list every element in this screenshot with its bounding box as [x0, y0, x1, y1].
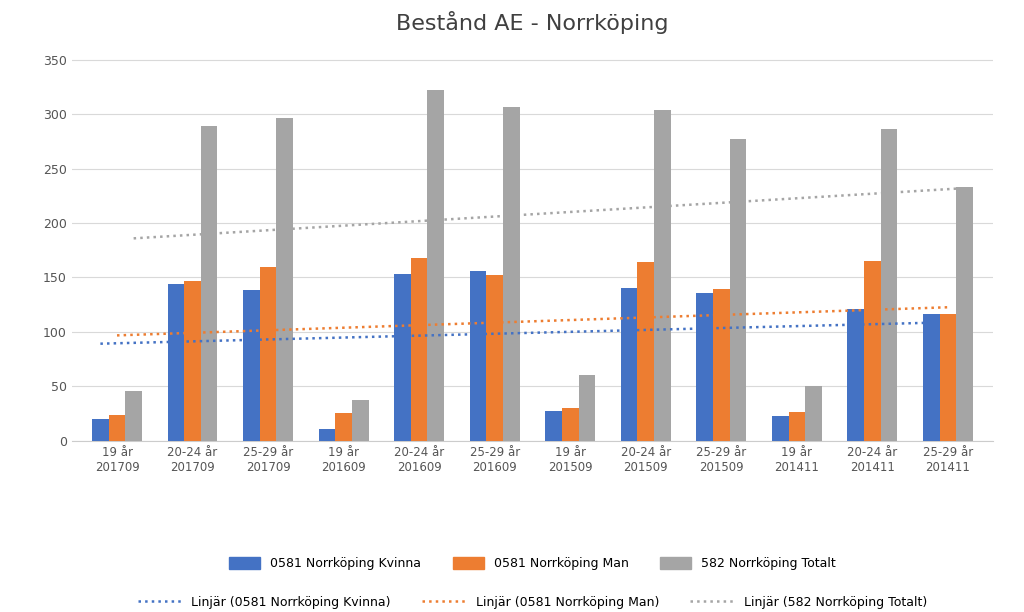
Bar — [318, 428, 335, 441]
Bar — [654, 110, 671, 441]
Bar — [201, 126, 217, 441]
Legend: Linjär (0581 Norrköping Kvinna), Linjär (0581 Norrköping Man), Linjär (582 Norrk: Linjär (0581 Norrköping Kvinna), Linjär … — [137, 595, 928, 609]
Bar — [923, 315, 940, 441]
Bar — [427, 91, 444, 441]
Bar — [546, 411, 562, 441]
Bar — [696, 293, 713, 441]
Bar — [335, 414, 352, 441]
Bar — [864, 261, 881, 441]
Bar — [243, 291, 260, 441]
Bar — [168, 284, 184, 441]
Bar — [276, 118, 293, 441]
Bar — [805, 386, 822, 441]
Title: Bestånd AE - Norrköping: Bestånd AE - Norrköping — [396, 10, 669, 34]
Bar — [125, 390, 142, 441]
Bar — [486, 275, 503, 441]
Bar — [638, 262, 654, 441]
Bar — [579, 375, 595, 441]
Bar — [713, 289, 730, 441]
Bar — [352, 400, 369, 441]
Bar — [411, 258, 427, 441]
Bar — [730, 140, 746, 441]
Bar — [92, 419, 109, 441]
Bar — [470, 271, 486, 441]
Bar — [109, 414, 125, 441]
Bar — [562, 408, 579, 441]
Bar — [881, 130, 897, 441]
Bar — [394, 274, 411, 441]
Bar — [260, 267, 276, 441]
Bar — [848, 309, 864, 441]
Bar — [940, 315, 956, 441]
Bar — [956, 187, 973, 441]
Bar — [503, 106, 519, 441]
Bar — [621, 288, 638, 441]
Bar — [184, 281, 201, 441]
Bar — [788, 412, 805, 441]
Bar — [772, 416, 788, 441]
